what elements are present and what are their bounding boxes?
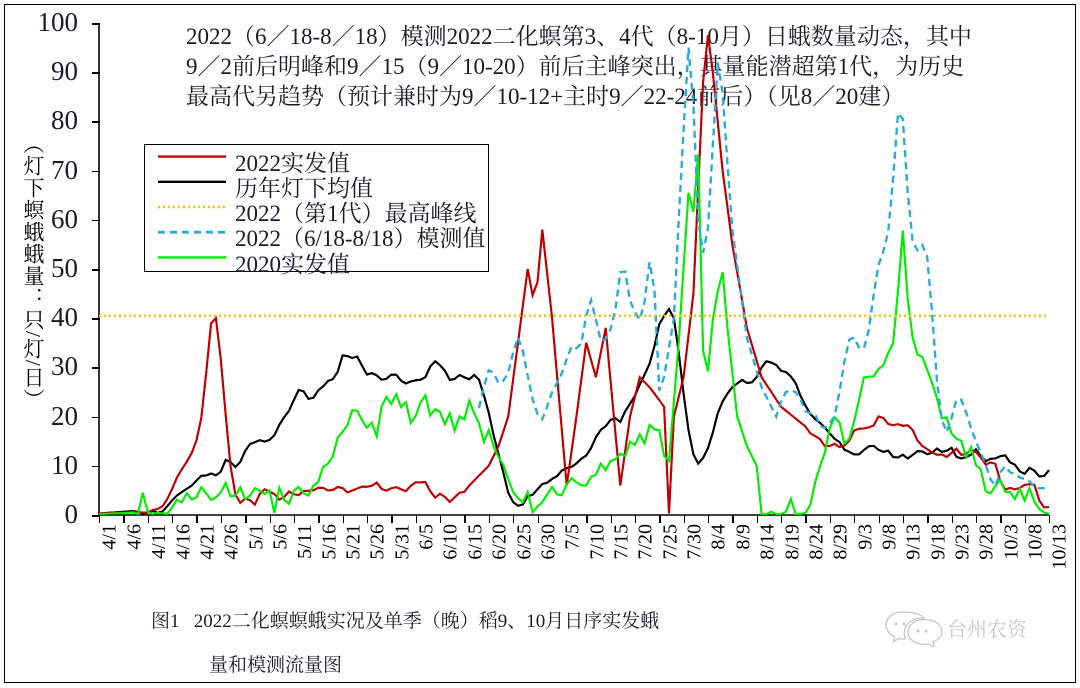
svg-text:台州农资: 台州农资 [947, 618, 1025, 641]
